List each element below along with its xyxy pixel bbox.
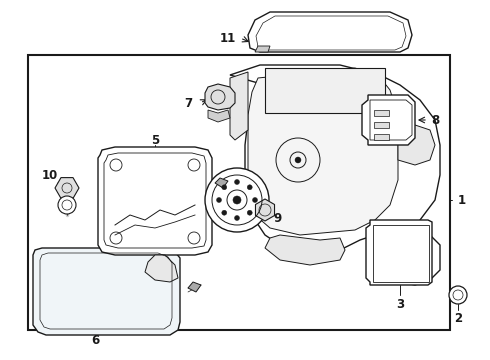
Circle shape <box>222 210 227 215</box>
Polygon shape <box>255 46 270 52</box>
Polygon shape <box>230 65 440 285</box>
Text: 6: 6 <box>91 333 99 346</box>
Bar <box>28 55 450 330</box>
Polygon shape <box>188 282 201 292</box>
Circle shape <box>222 185 227 190</box>
Bar <box>374 122 389 128</box>
Circle shape <box>235 180 240 185</box>
Text: 5: 5 <box>151 134 159 147</box>
Circle shape <box>247 185 252 190</box>
Text: 2: 2 <box>454 311 462 324</box>
Polygon shape <box>255 199 274 221</box>
Bar <box>265 68 385 113</box>
Circle shape <box>247 210 252 215</box>
Polygon shape <box>98 147 212 255</box>
Circle shape <box>295 157 301 163</box>
Polygon shape <box>230 72 248 140</box>
Polygon shape <box>33 248 180 335</box>
Text: 8: 8 <box>431 113 439 126</box>
Polygon shape <box>398 125 435 165</box>
Bar <box>374 110 389 116</box>
Circle shape <box>58 196 76 214</box>
Bar <box>374 134 389 140</box>
Circle shape <box>252 198 258 202</box>
Circle shape <box>449 286 467 304</box>
Polygon shape <box>208 110 230 122</box>
Text: 11: 11 <box>220 32 236 45</box>
Circle shape <box>217 198 221 202</box>
Text: 9: 9 <box>274 212 282 225</box>
Polygon shape <box>265 235 345 265</box>
Polygon shape <box>55 177 79 198</box>
Polygon shape <box>366 220 432 285</box>
Circle shape <box>205 168 269 232</box>
Text: 3: 3 <box>396 298 404 311</box>
Polygon shape <box>145 255 178 282</box>
Bar <box>373 225 429 282</box>
Text: 7: 7 <box>184 96 192 109</box>
Text: 10: 10 <box>42 168 58 181</box>
Polygon shape <box>215 178 228 188</box>
Text: 1: 1 <box>458 194 466 207</box>
Polygon shape <box>248 12 412 52</box>
Polygon shape <box>362 95 415 145</box>
Polygon shape <box>205 84 235 110</box>
Polygon shape <box>248 68 398 235</box>
Circle shape <box>233 196 241 204</box>
Circle shape <box>235 216 240 220</box>
Text: 4: 4 <box>218 212 226 225</box>
